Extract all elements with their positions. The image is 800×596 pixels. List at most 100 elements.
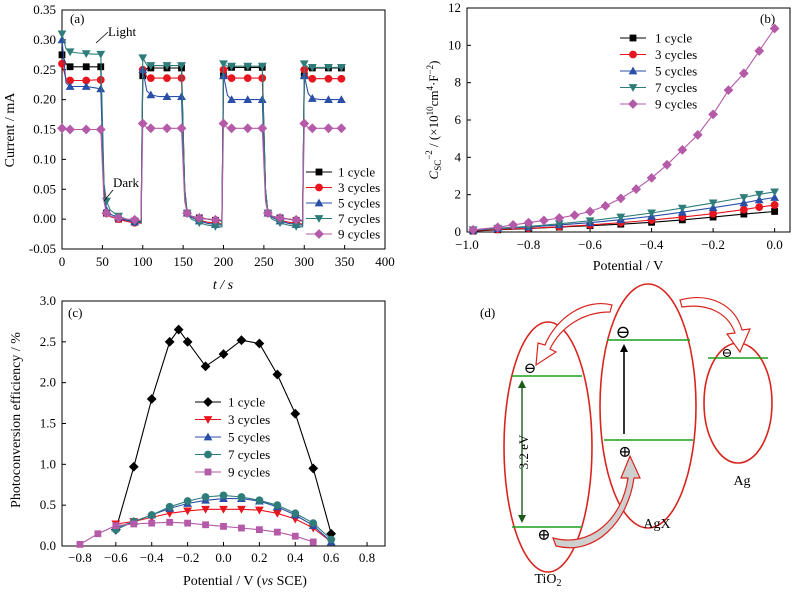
panel-label: (b) (760, 11, 775, 26)
transfer-arrow-agx-to-ag (679, 297, 751, 354)
x-tick-label: −0.8 (68, 550, 92, 565)
legend-marker (314, 229, 324, 239)
data-point (309, 519, 318, 528)
y-tick-label: 0.25 (33, 62, 56, 77)
tio2-ellipse (503, 321, 593, 573)
x-axis-label: Potential / V (593, 259, 664, 274)
data-point (137, 118, 148, 129)
axes-a: 0 50 100 150 200 250 300 350 400 -0.05 0.00 0.05 0.1… (29, 2, 395, 269)
y-tick-label: 8 (455, 75, 462, 90)
data-point (326, 528, 337, 539)
data-point (66, 63, 74, 71)
data-point (647, 209, 656, 218)
data-point (255, 496, 264, 505)
x-tick-label: 0.8 (359, 550, 375, 565)
data-point (677, 204, 687, 213)
data-point (128, 461, 139, 472)
data-point (770, 188, 780, 197)
data-point (336, 63, 346, 72)
data-point (211, 222, 220, 231)
data-point (66, 76, 74, 85)
annotation-light: Light (108, 24, 137, 39)
data-point (709, 209, 717, 218)
panel-a: (a) 0 50 100 150 200 250 300 350 400 -0.05 0.00 0.0… (3, 2, 395, 293)
series-a (57, 30, 347, 231)
data-point (263, 208, 273, 219)
data-point (770, 201, 779, 209)
panel-b: (b) −1.0 −0.8 −0.6 −0.4 −0.2 0.0 0 2 4 6 8 10 12 1 c… (424, 0, 791, 274)
data-point (739, 205, 748, 214)
x-tick-label: 350 (335, 254, 355, 269)
data-point (57, 123, 67, 134)
data-point (307, 123, 318, 134)
x-tick-label: −0.6 (578, 237, 602, 252)
data-point (238, 524, 245, 532)
axes-c: −0.8 −0.6 −0.4 −0.2 0.0 0.2 0.4 0.6 0.8 0.0 0.5 1.0… (40, 293, 375, 565)
x-tick-label: 100 (133, 254, 153, 269)
x-tick-label: 200 (214, 254, 234, 269)
y-tick-label: -0.05 (29, 241, 56, 256)
y-tick-label: 1.5 (40, 416, 56, 431)
data-point (291, 214, 302, 225)
y-axis-label: Photoconversion efficiency / % (9, 332, 24, 508)
data-point (554, 220, 564, 229)
x-tick-label: −0.2 (176, 550, 200, 565)
legend-label: 1 cycle (228, 395, 265, 410)
data-point (162, 92, 172, 101)
legend-marker (314, 215, 324, 223)
data-point (220, 523, 227, 530)
data-point (112, 522, 120, 529)
data-point (210, 214, 221, 225)
data-point (539, 215, 549, 226)
data-point (162, 123, 172, 134)
data-point (585, 217, 595, 226)
x-tick-label: 400 (375, 254, 395, 269)
data-point (754, 195, 764, 204)
y-tick-label: 4 (455, 149, 462, 164)
data-point (81, 82, 91, 90)
data-point (65, 124, 75, 135)
legend-marker (628, 99, 638, 109)
data-point (616, 213, 626, 222)
y-tick-label: 10 (448, 37, 461, 52)
data-point (708, 199, 718, 208)
y-tick-label: 3.0 (40, 293, 56, 308)
transfer-arrow-tio2-to-agx (552, 454, 641, 549)
y-tick-label: 0.00 (33, 211, 56, 226)
y-tick-label: 0.5 (40, 497, 56, 512)
data-point (323, 123, 334, 134)
data-point (194, 213, 205, 223)
x-tick-label: 0.4 (287, 550, 304, 565)
data-point (219, 505, 228, 514)
data-point (754, 190, 764, 199)
legend-marker (629, 50, 637, 59)
data-point (130, 520, 138, 528)
x-tick-label: 300 (295, 254, 315, 269)
data-point (57, 30, 67, 39)
x-axis-label: t / s (213, 278, 234, 293)
data-point (769, 23, 780, 34)
y-tick-label: 0.0 (40, 538, 56, 553)
data-point (183, 507, 193, 516)
axes-b: −1.0 −0.8 −0.6 −0.4 −0.2 0.0 0 2 4 6 8 10 12 (448, 0, 783, 252)
data-point (739, 194, 749, 202)
annotation-dark: Dark (113, 175, 139, 190)
data-point (165, 502, 174, 511)
data-point (177, 92, 186, 101)
data-point (148, 519, 156, 527)
legend-label: 7 cycles (655, 80, 697, 95)
data-point (65, 48, 75, 57)
data-point (307, 94, 317, 102)
data-point (173, 324, 184, 335)
x-tick-label: 0.2 (251, 550, 267, 565)
x-tick-label: −0.2 (701, 237, 725, 252)
data-point (290, 408, 301, 419)
data-point (82, 76, 91, 85)
legend-label: 5 cycles (228, 430, 270, 445)
y-tick-label: 0.05 (33, 181, 56, 196)
data-point (275, 213, 285, 223)
x-tick-label: −0.8 (517, 237, 541, 252)
data-point (257, 95, 267, 104)
data-point (182, 208, 193, 219)
y-tick-label: 0.20 (33, 92, 56, 107)
